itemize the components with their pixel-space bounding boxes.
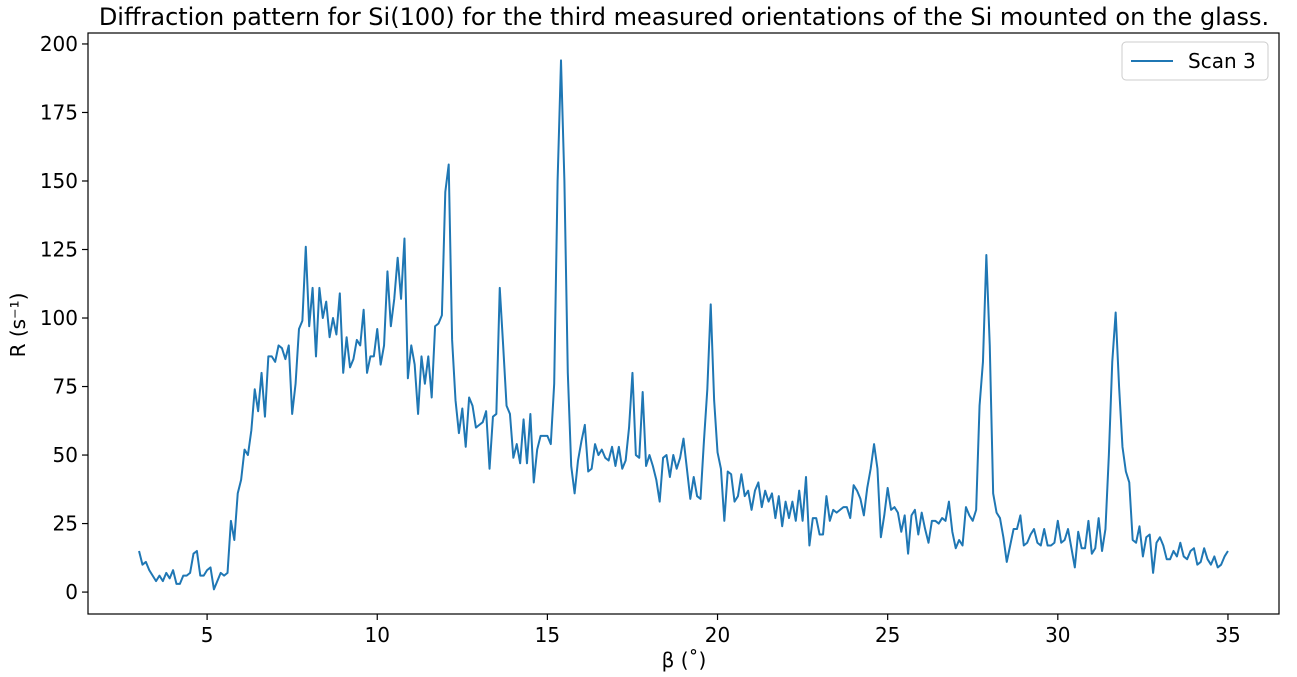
- x-tick-label: 30: [1045, 623, 1070, 647]
- y-tick-label: 175: [40, 100, 78, 124]
- y-tick-label: 100: [40, 306, 78, 330]
- x-tick-label: 5: [201, 623, 214, 647]
- x-tick-label: 20: [705, 623, 730, 647]
- legend-box: [1121, 41, 1269, 81]
- x-tick-label: 10: [365, 623, 390, 647]
- y-axis-label: R (s⁻¹): [6, 293, 30, 358]
- x-tick-label: 35: [1215, 623, 1240, 647]
- y-axis: 0 25 50 75 100 125 150 175 200: [40, 32, 88, 604]
- y-tick-label: 75: [53, 375, 78, 399]
- y-tick-label: 25: [53, 512, 78, 536]
- y-tick-label: 0: [65, 580, 78, 604]
- x-tick-label: 15: [535, 623, 560, 647]
- series-line-scan-3: [138, 59, 1229, 591]
- legend: Scan 3: [1121, 41, 1269, 81]
- x-axis: 5 10 15 20 25 30 35: [201, 614, 1241, 647]
- y-tick-label: 150: [40, 169, 78, 193]
- legend-label: Scan 3: [1188, 49, 1256, 73]
- y-tick-label: 50: [53, 443, 78, 467]
- plot-area: [138, 59, 1229, 591]
- y-tick-label: 200: [40, 32, 78, 56]
- x-tick-label: 25: [875, 623, 900, 647]
- y-tick-label: 125: [40, 238, 78, 262]
- x-axis-label: β (˚): [662, 648, 707, 672]
- plot-frame: [87, 32, 1280, 615]
- chart-title: Diffraction pattern for Si(100) for the …: [99, 3, 1269, 31]
